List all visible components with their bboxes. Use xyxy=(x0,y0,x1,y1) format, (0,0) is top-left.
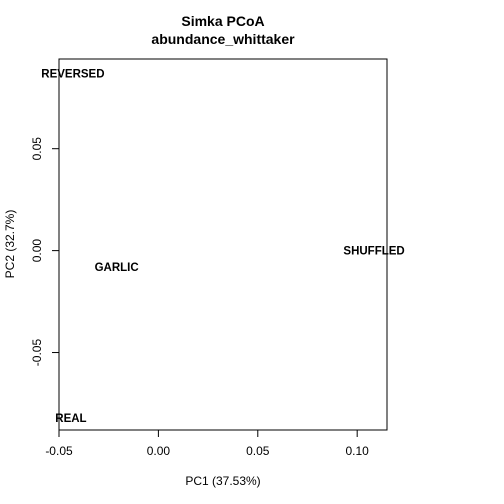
point-labels: REVERSED SHUFFLED GARLIC REAL xyxy=(41,68,404,425)
chart-subtitle: abundance_whittaker xyxy=(151,31,295,47)
y-tick-label: -0.05 xyxy=(30,339,44,367)
plot-area xyxy=(58,58,388,431)
point-label-shuffled: SHUFFLED xyxy=(343,246,404,258)
x-tick-label: 0.10 xyxy=(346,444,370,458)
point-label-reversed: REVERSED xyxy=(41,68,104,80)
x-axis: -0.05 0.00 0.05 0.10 xyxy=(45,429,370,458)
x-tick-label: 0.05 xyxy=(246,444,270,458)
x-axis-title: PC1 (37.53%) xyxy=(185,474,260,488)
chart-title: Simka PCoA xyxy=(181,13,264,29)
point-label-real: REAL xyxy=(55,413,86,425)
x-tick-label: 0.00 xyxy=(147,444,171,458)
point-label-garlic: GARLIC xyxy=(95,262,139,274)
y-axis: -0.05 0.00 0.05 xyxy=(30,137,60,367)
y-axis-title: PC2 (32.7%) xyxy=(3,210,17,279)
y-tick-label: 0.05 xyxy=(30,137,44,161)
x-tick-label: -0.05 xyxy=(45,444,73,458)
y-tick-label: 0.00 xyxy=(30,239,44,263)
